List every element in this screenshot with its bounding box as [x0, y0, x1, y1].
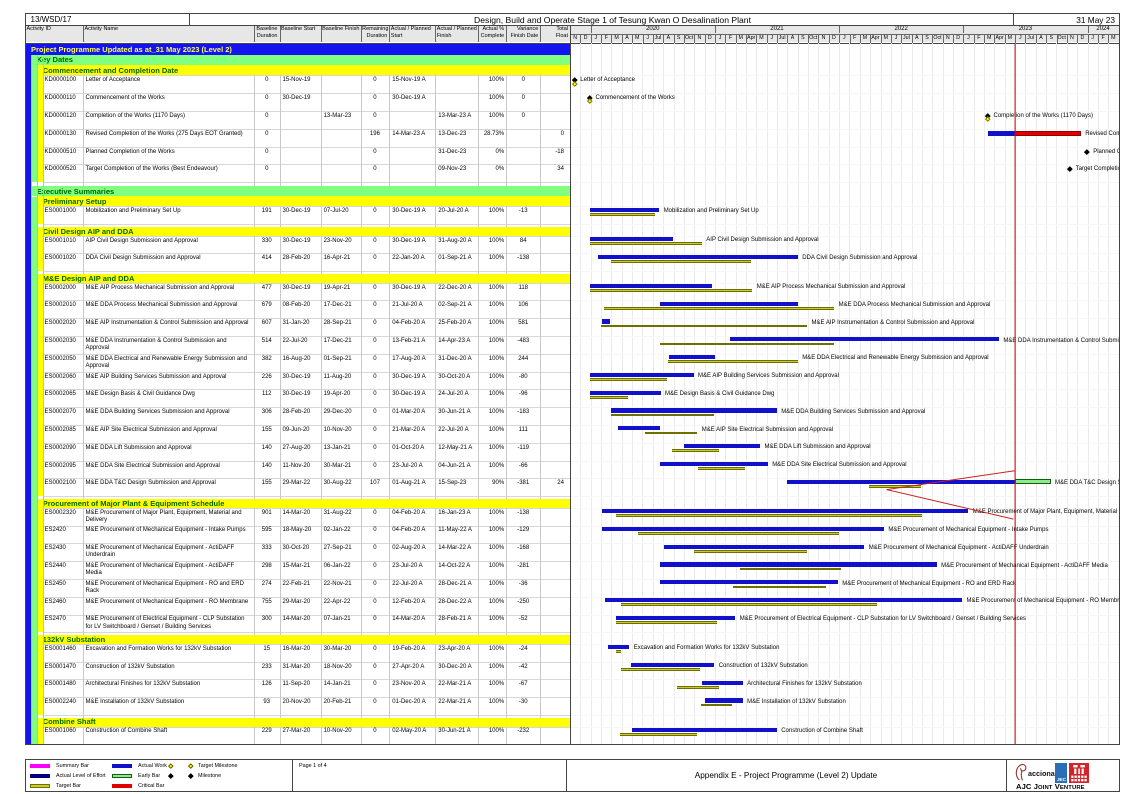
svg-text:acciona: acciona: [1028, 769, 1056, 778]
